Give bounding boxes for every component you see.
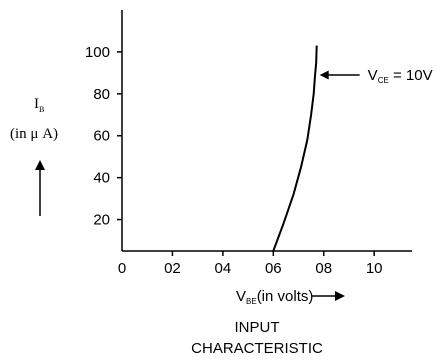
x-tick-group: 0 02 04 06 08 10 — [118, 251, 383, 277]
y-axis-label-units: (in μ A) — [10, 126, 58, 142]
series-line — [272, 45, 318, 252]
y-axis-label-symbol: IB — [34, 96, 44, 114]
x-axis-label: VBE(in volts) — [236, 288, 313, 306]
y-tick-label: 20 — [93, 212, 110, 229]
x-axis-arrow-head — [335, 291, 345, 301]
y-axis-label-subscript: B — [39, 105, 44, 114]
annotation-symbol: V — [368, 67, 378, 84]
y-tick-group: 20 40 60 80 100 — [85, 44, 122, 229]
x-tick-label: 06 — [265, 260, 282, 277]
x-tick-label: 02 — [164, 260, 181, 277]
x-axis-label-units: (in volts) — [257, 288, 314, 305]
x-tick-label: 04 — [215, 260, 232, 277]
annotation-arrow-head — [319, 70, 329, 80]
x-tick-label: 08 — [315, 260, 332, 277]
annotation-label: VCE = 10V — [368, 67, 433, 85]
y-axis-arrow-head — [35, 160, 45, 170]
annotation-subscript: CE — [378, 76, 389, 85]
caption-line-2: CHARACTERISTIC — [191, 340, 323, 357]
y-tick-label: 40 — [93, 170, 110, 187]
y-tick-label: 80 — [93, 86, 110, 103]
y-tick-label: 60 — [93, 128, 110, 145]
x-axis-label-symbol: V — [236, 288, 246, 305]
annotation-text: = 10V — [389, 67, 433, 84]
y-tick-label: 100 — [85, 44, 110, 61]
x-tick-label: 10 — [366, 260, 383, 277]
x-tick-label: 0 — [118, 260, 126, 277]
x-axis-label-subscript: BE — [246, 297, 257, 306]
caption-line-1: INPUT — [235, 319, 280, 336]
